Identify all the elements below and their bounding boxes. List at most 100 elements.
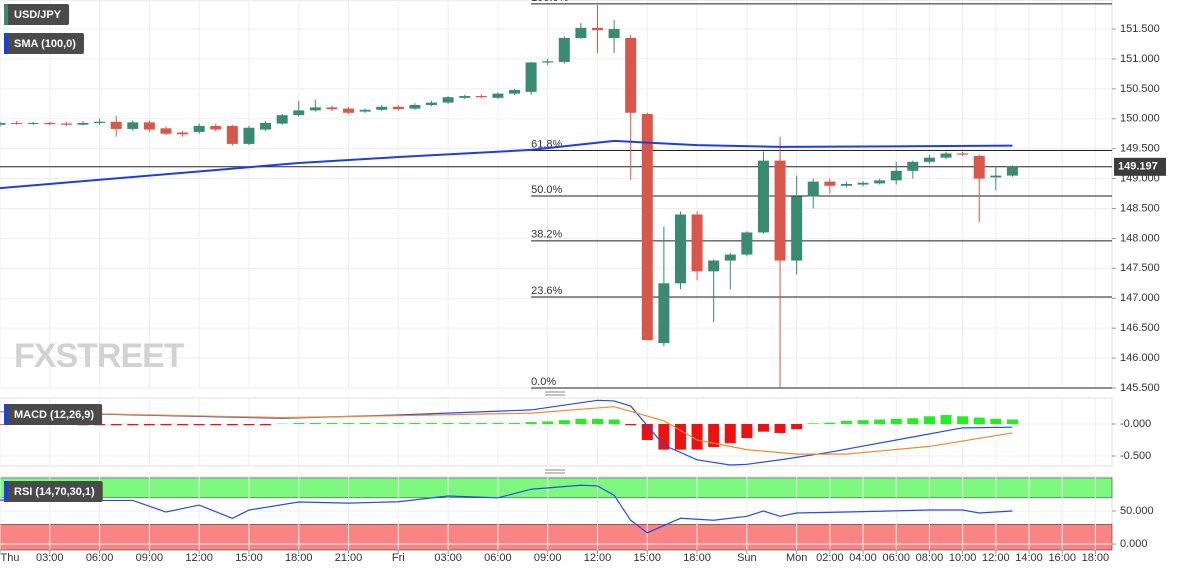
histogram-bar [525, 422, 537, 424]
candle-body [807, 181, 819, 197]
y-tick-label: 148.500 [1120, 202, 1160, 214]
x-tick-label: Fri [392, 552, 405, 564]
candle-body [94, 121, 106, 123]
candle-body [77, 122, 89, 125]
candle-body [558, 37, 570, 62]
histogram-bar [226, 423, 238, 426]
candle-body [160, 128, 172, 134]
histogram-bar [774, 423, 786, 433]
fib-label: 0.0% [531, 376, 556, 388]
histogram-bar [575, 418, 587, 424]
histogram-bar [143, 423, 155, 426]
candle-body [940, 153, 952, 158]
candle-body [359, 109, 371, 112]
candle-body [708, 260, 720, 272]
histogram-bar [293, 423, 305, 424]
histogram-bar [923, 416, 935, 424]
candle-body [641, 113, 653, 341]
candle-body [11, 122, 23, 124]
rsi-band [0, 523, 1113, 551]
candle-body [309, 107, 321, 111]
histogram-bar [890, 418, 902, 424]
candle-body [459, 96, 471, 98]
candle-body [60, 123, 72, 125]
x-tick-label: 06:00 [484, 552, 512, 564]
rsi-line [0, 484, 1013, 534]
candle-body [724, 254, 736, 261]
candle-body [210, 125, 222, 130]
histogram-bar [260, 423, 272, 426]
y-tick-label: 147.000 [1120, 292, 1160, 304]
candle-body [343, 108, 355, 113]
x-tick-label: 18:00 [683, 552, 711, 564]
histogram-bar [990, 418, 1002, 424]
histogram-bar [658, 423, 670, 450]
legend-swatch [4, 481, 8, 502]
candle-body [923, 157, 935, 162]
histogram-bar [691, 423, 703, 450]
histogram-bar [160, 423, 172, 426]
candle-body [392, 106, 404, 110]
candle-body [890, 170, 902, 181]
x-tick-label: 09:00 [534, 552, 562, 564]
x-tick-label: 18:00 [285, 552, 313, 564]
histogram-bar [442, 423, 454, 424]
candle-body [475, 96, 487, 98]
candle-body [957, 153, 969, 155]
legend-box [4, 481, 103, 502]
histogram-bar [874, 419, 886, 424]
histogram-bar [542, 421, 554, 424]
candle-body [791, 196, 803, 261]
fib-label: 100.0% [531, 0, 569, 4]
histogram-bar [741, 423, 753, 439]
candle-body [575, 27, 587, 38]
histogram-bar [824, 422, 836, 424]
x-tick-label: 04:00 [849, 552, 877, 564]
legend-box [4, 33, 84, 54]
x-tick-label: 03:00 [434, 552, 462, 564]
y-tick-label: 151.000 [1120, 53, 1160, 65]
candle-body [1006, 166, 1018, 176]
histogram-bar [757, 423, 769, 432]
candle-body [110, 121, 122, 129]
histogram-bar [674, 423, 686, 450]
candle-body [509, 90, 521, 94]
histogram-bar [492, 423, 504, 424]
sma-line [0, 139, 1013, 190]
histogram-bar [127, 423, 139, 426]
y-tick-label: 148.000 [1120, 232, 1160, 244]
x-tick-label: 09:00 [136, 552, 164, 564]
histogram-bar [857, 420, 869, 424]
histogram-bar [907, 418, 919, 424]
x-tick-label: 21:00 [335, 552, 363, 564]
candle-body [857, 182, 869, 185]
histogram-bar [243, 423, 255, 426]
candle-body [874, 180, 886, 184]
legend-label: SMA (100,0) [14, 38, 76, 50]
x-tick-label: 16:00 [1048, 552, 1076, 564]
candle-body [27, 122, 39, 124]
fib-label: 23.6% [531, 285, 562, 297]
legend-label: USD/JPY [14, 9, 62, 21]
histogram-bar [177, 423, 189, 426]
legend-box [4, 4, 70, 25]
candle-body [625, 37, 637, 113]
x-tick-label: 10:00 [949, 552, 977, 564]
y-tick-label: 146.500 [1120, 322, 1160, 334]
x-tick-label: 18:00 [1082, 552, 1110, 564]
legend-swatch [4, 33, 8, 54]
candle-body [127, 122, 139, 129]
y-tick-label: 150.000 [1120, 113, 1160, 125]
y-tick-label: 150.500 [1120, 83, 1160, 95]
candle-body [276, 115, 288, 124]
histogram-bar [509, 423, 521, 424]
x-tick-label: Mon [786, 552, 807, 564]
candle-body [608, 29, 620, 38]
candle-body [542, 61, 554, 63]
histogram-bar [193, 423, 205, 426]
macd-line [0, 399, 1013, 466]
x-tick-label: Thu [1, 552, 20, 564]
candle-body [260, 122, 272, 130]
y-tick-label: 0.000 [1120, 538, 1148, 550]
candle-body [824, 181, 836, 186]
